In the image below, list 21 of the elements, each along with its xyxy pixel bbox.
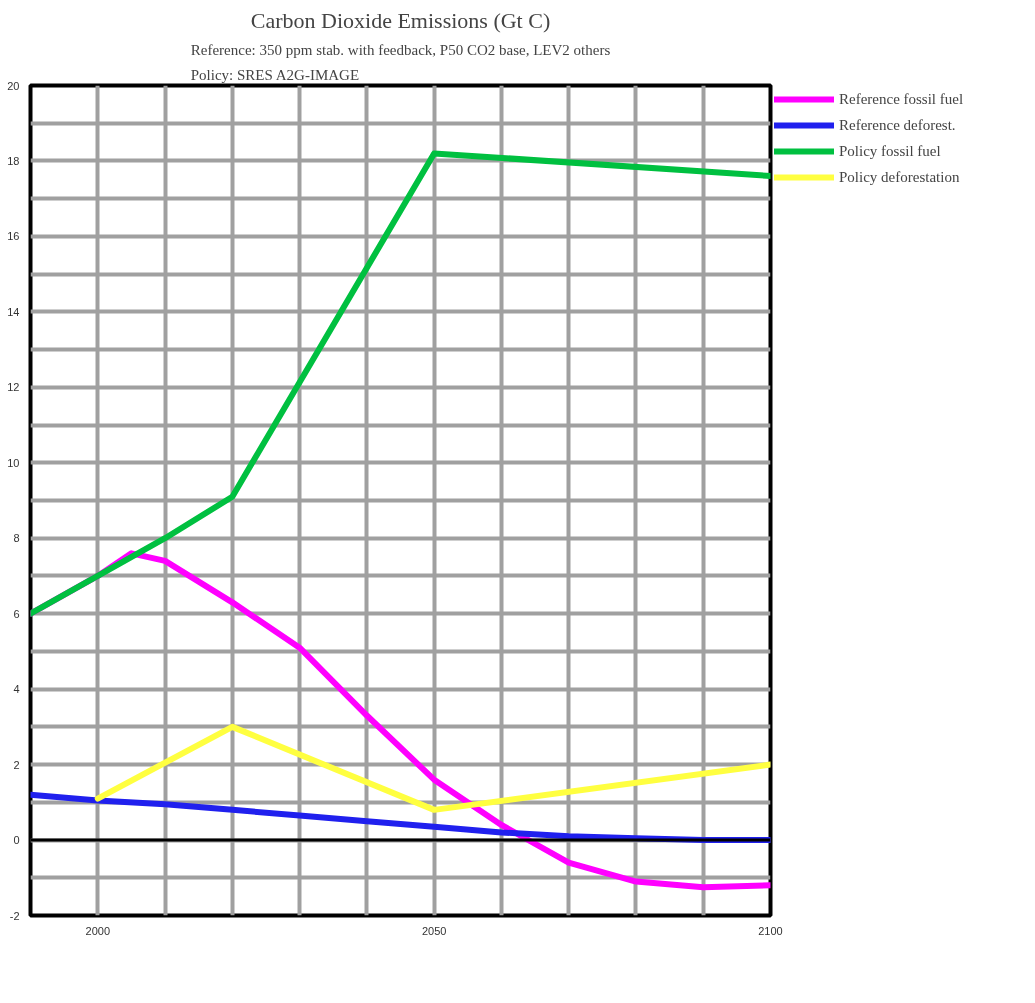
- y-tick-label: 10: [7, 456, 20, 469]
- x-tick-label: 2100: [758, 924, 783, 937]
- y-tick-label: 8: [13, 532, 20, 545]
- y-tick-label: 4: [13, 683, 20, 696]
- y-tick-label: 2: [13, 758, 20, 771]
- y-tick-label: 0: [13, 834, 20, 847]
- y-tick-label: 6: [13, 607, 20, 620]
- x-tick-label: 2050: [421, 924, 447, 937]
- legend-label: Policy deforestation: [839, 168, 960, 186]
- legend-label: Reference deforest.: [839, 116, 956, 134]
- x-tick-label: 2000: [85, 924, 111, 937]
- chart-subtitle: Reference: 350 ppm stab. with feedback, P50 CO2 base, LEV2 others Policy: SRES A2G-IMAGE: [190, 41, 611, 84]
- y-tick-label: 12: [7, 381, 20, 394]
- y-tick-label: 18: [7, 154, 20, 167]
- y-tick-label: 16: [7, 230, 20, 243]
- legend-label: Policy fossil fuel: [839, 142, 941, 160]
- y-tick-label: -2: [9, 909, 20, 922]
- chart-title: Carbon Dioxide Emissions (Gt C): [250, 7, 551, 33]
- y-tick-label: 14: [7, 305, 20, 318]
- legend-label: Reference fossil fuel: [839, 90, 964, 108]
- y-tick-label: 20: [7, 79, 20, 92]
